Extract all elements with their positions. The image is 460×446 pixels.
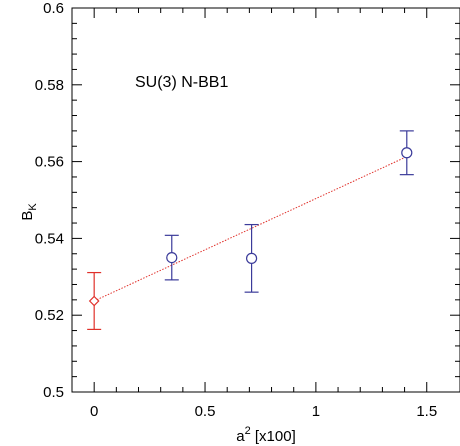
x-tick-label: 1.5	[416, 403, 437, 420]
x-axis-label-suffix: [x100]	[251, 428, 296, 445]
y-tick-label: 0.54	[35, 230, 64, 247]
y-axis-ticks: 0.5 0.52 0.54 0.56 0.58 0.6	[35, 0, 460, 401]
y-axis-label-main: B	[19, 211, 36, 221]
data-points	[87, 130, 414, 331]
chart-annotation: SU(3) N-BB1	[135, 74, 228, 91]
x-axis-ticks: 0 0.5 1 1.5	[71, 8, 437, 420]
y-axis-label-sub: K	[27, 203, 39, 211]
y-tick-label: 0.52	[35, 307, 64, 324]
plot-frame	[71, 7, 460, 393]
fit-line-group	[93, 156, 407, 302]
y-axis-label: BK	[19, 203, 39, 221]
y-tick-label: 0.58	[35, 77, 64, 94]
x-tick-label: 0.5	[195, 403, 216, 420]
y-tick-label: 0.6	[43, 0, 64, 17]
x-tick-label: 1	[312, 403, 320, 420]
data-point-circle	[245, 252, 258, 264]
data-point-circle	[166, 252, 178, 264]
y-tick-label: 0.5	[43, 384, 64, 401]
data-point-circle	[401, 147, 413, 159]
x-axis-label: a2 [x100]	[236, 425, 296, 445]
x-tick-label: 0	[90, 403, 98, 420]
y-tick-label: 0.56	[35, 154, 64, 171]
data-point-diamond	[88, 295, 100, 307]
fit-line	[93, 156, 407, 302]
x-axis-label-sup: 2	[245, 425, 251, 437]
x-axis-label-main: a	[236, 428, 245, 445]
